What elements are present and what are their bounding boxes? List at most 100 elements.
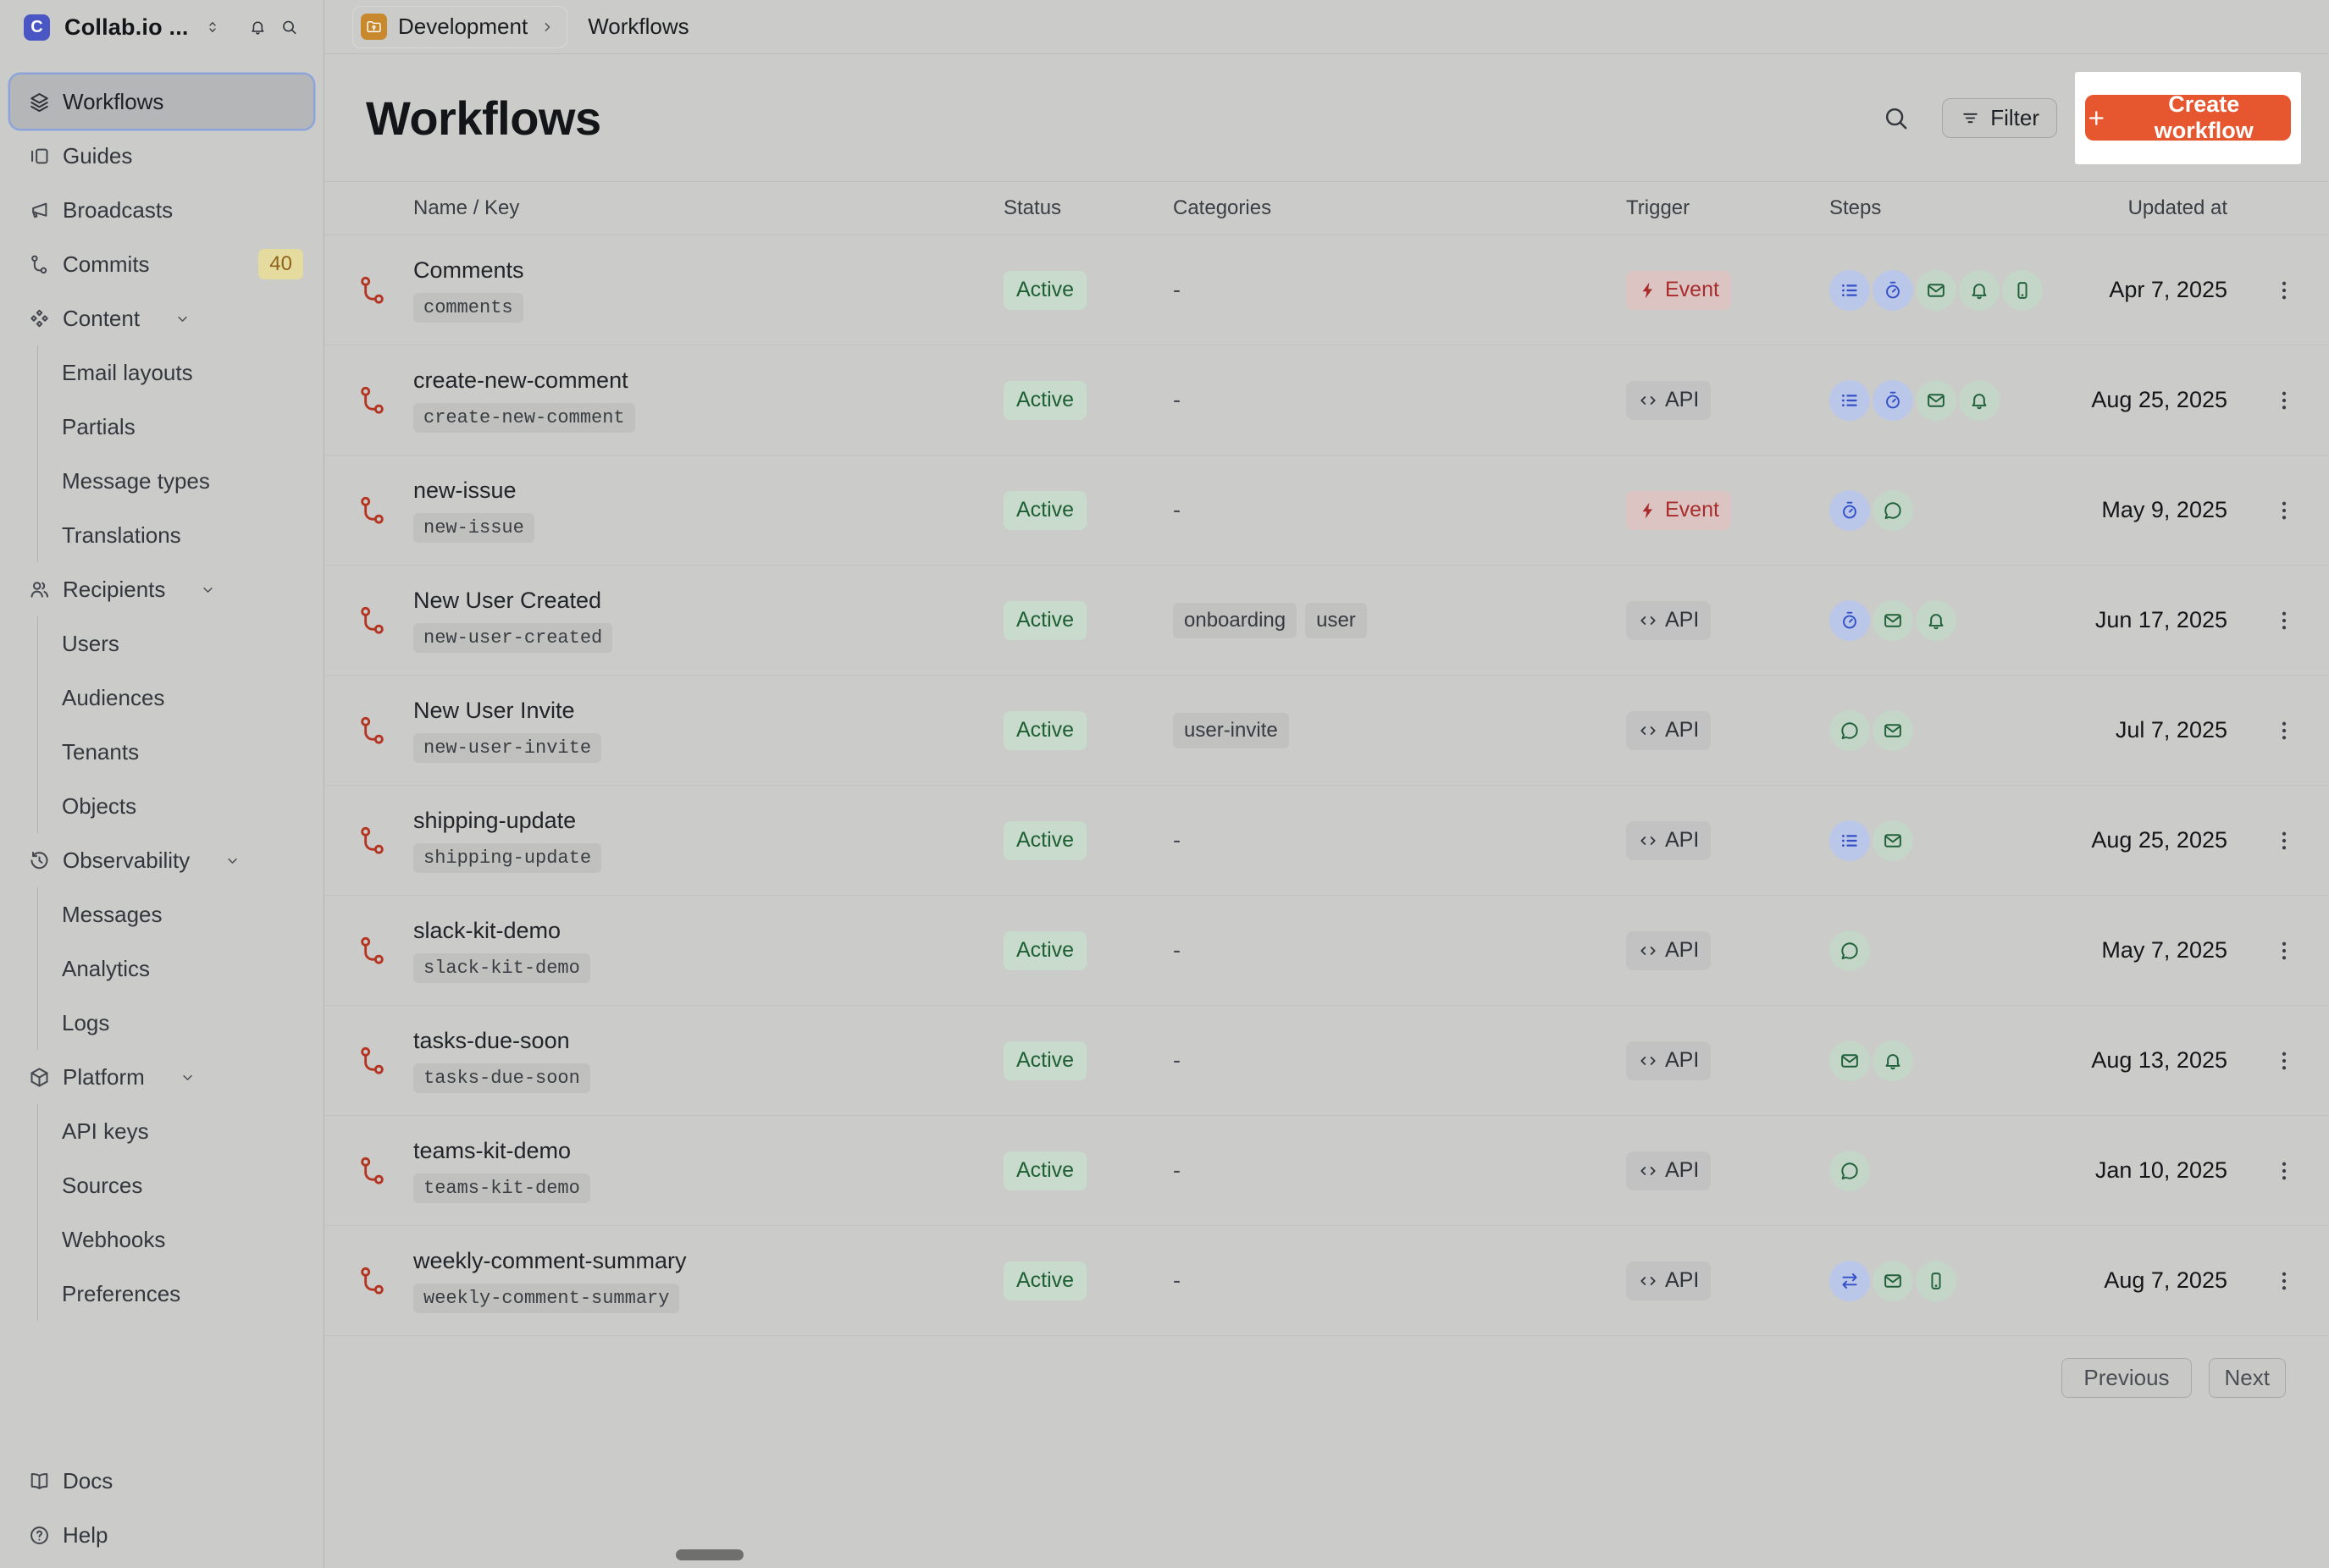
trigger-label: API (1665, 1048, 1700, 1072)
sidebar-item-translations[interactable]: Translations (38, 508, 324, 562)
sidebar-subitem-label: Preferences (62, 1280, 181, 1306)
sidebar-item-webhooks[interactable]: Webhooks (38, 1212, 324, 1267)
row-menu-kebab-icon[interactable] (2271, 938, 2297, 963)
updated-at: May 7, 2025 (2101, 937, 2227, 963)
sidebar-item-tenants[interactable]: Tenants (38, 725, 324, 779)
workflow-name[interactable]: New User Created (413, 588, 602, 613)
table-row[interactable]: Comments comments Active - Event Apr 7, 2025 (324, 235, 2329, 345)
name-key-cell: weekly-comment-summary weekly-comment-sum… (413, 1248, 1004, 1313)
sidebar: C Collab.io ... Workflows Guides Broadcast… (0, 0, 324, 1568)
workflow-icon-cell (356, 1044, 413, 1078)
in-app-icon (1968, 389, 1990, 411)
workflow-name[interactable]: shipping-update (413, 808, 577, 833)
workflow-name[interactable]: slack-kit-demo (413, 918, 562, 943)
horizontal-scrollbar-handle[interactable] (676, 1549, 744, 1560)
row-menu-kebab-icon[interactable] (2271, 608, 2297, 633)
sidebar-item-observability[interactable]: Observability (0, 833, 324, 887)
sidebar-item-sources[interactable]: Sources (38, 1158, 324, 1212)
workflow-icon (356, 604, 390, 638)
chevron-down-icon[interactable] (179, 1068, 196, 1086)
sidebar-item-recipients[interactable]: Recipients (0, 562, 324, 616)
sidebar-item-platform[interactable]: Platform (0, 1050, 324, 1104)
sidebar-item-objects[interactable]: Objects (38, 779, 324, 833)
table-row[interactable]: shipping-update shipping-update Active - API… (324, 786, 2329, 896)
updated-at: Aug 25, 2025 (2091, 827, 2227, 853)
workspace-logo: C (24, 14, 50, 41)
workflow-name[interactable]: create-new-comment (413, 367, 628, 393)
code-icon (1638, 610, 1658, 631)
row-menu-kebab-icon[interactable] (2271, 388, 2297, 413)
workflow-icon-cell (356, 934, 413, 968)
sidebar-item-workflows[interactable]: Workflows (10, 75, 313, 129)
row-menu-kebab-icon[interactable] (2271, 1048, 2297, 1074)
sidebar-item-help[interactable]: Help (0, 1508, 324, 1562)
status-cell: Active (1004, 490, 1173, 530)
sidebar-item-messages[interactable]: Messages (38, 887, 324, 941)
sidebar-item-email-layouts[interactable]: Email layouts (38, 345, 324, 400)
batch-icon (1839, 279, 1861, 301)
table-row[interactable]: tasks-due-soon tasks-due-soon Active - API Au… (324, 1006, 2329, 1116)
notifications-bell-icon[interactable] (249, 14, 267, 40)
chevron-down-icon[interactable] (174, 310, 191, 328)
workflow-icon (356, 273, 390, 307)
row-menu-kebab-icon[interactable] (2271, 1268, 2297, 1294)
trigger-badge: API (1626, 1261, 1712, 1300)
status-cell: Active (1004, 930, 1173, 970)
steps-cell (1829, 269, 2083, 311)
sidebar-item-api-keys[interactable]: API keys (38, 1104, 324, 1158)
sidebar-item-content[interactable]: Content (0, 291, 324, 345)
sidebar-item-broadcasts[interactable]: Broadcasts (0, 183, 324, 237)
table-row[interactable]: weekly-comment-summary weekly-comment-sum… (324, 1226, 2329, 1336)
delay-icon (1839, 610, 1861, 632)
sidebar-search-icon[interactable] (280, 14, 298, 40)
sidebar-item-logs[interactable]: Logs (38, 996, 324, 1050)
next-page-button[interactable]: Next (2208, 1358, 2286, 1398)
sidebar-item-label: Content (63, 305, 141, 331)
environment-switcher[interactable]: Development (352, 5, 568, 48)
workflow-name[interactable]: New User Invite (413, 698, 575, 723)
sidebar-item-label: Commits (63, 251, 150, 277)
row-menu-kebab-icon[interactable] (2271, 278, 2297, 303)
table-row[interactable]: new-issue new-issue Active - Event May 9, 202… (324, 455, 2329, 566)
sidebar-item-partials[interactable]: Partials (38, 400, 324, 454)
filter-button[interactable]: Filter (1942, 97, 2057, 138)
row-menu-kebab-icon[interactable] (2271, 828, 2297, 853)
row-menu-kebab-icon[interactable] (2271, 498, 2297, 523)
workspace-selector-icon[interactable] (205, 16, 220, 38)
sidebar-item-users[interactable]: Users (38, 616, 324, 671)
sidebar-item-guides[interactable]: Guides (0, 129, 324, 183)
workflow-name[interactable]: tasks-due-soon (413, 1028, 570, 1053)
table-row[interactable]: teams-kit-demo teams-kit-demo Active - API Ja… (324, 1116, 2329, 1226)
sidebar-item-audiences[interactable]: Audiences (38, 671, 324, 725)
workflow-name[interactable]: new-issue (413, 478, 517, 503)
sidebar-item-message-types[interactable]: Message types (38, 454, 324, 508)
row-menu-kebab-icon[interactable] (2271, 718, 2297, 743)
table-row[interactable]: New User Invite new-user-invite Active user… (324, 676, 2329, 786)
table-search-icon[interactable] (1882, 104, 1910, 132)
chevron-down-icon[interactable] (199, 581, 217, 599)
workflow-key-badge: weekly-comment-summary (413, 1284, 680, 1313)
create-workflow-button[interactable]: Create workflow (2085, 91, 2291, 143)
status-badge: Active (1004, 1151, 1087, 1190)
workflow-name[interactable]: Comments (413, 257, 524, 283)
sidebar-item-commits[interactable]: Commits 40 (0, 237, 324, 291)
table-row[interactable]: create-new-comment create-new-comment Acti… (324, 345, 2329, 455)
workflow-name[interactable]: weekly-comment-summary (413, 1248, 687, 1273)
workspace-switcher: C Collab.io ... (0, 0, 324, 54)
chevron-down-icon[interactable] (224, 852, 241, 870)
previous-page-button[interactable]: Previous (2061, 1358, 2192, 1398)
sidebar-item-preferences[interactable]: Preferences (38, 1267, 324, 1321)
sidebar-item-analytics[interactable]: Analytics (38, 941, 324, 996)
status-cell: Active (1004, 1041, 1173, 1080)
steps-cell (1829, 1040, 2083, 1081)
workflow-key-badge: new-user-invite (413, 733, 602, 763)
workflow-name[interactable]: teams-kit-demo (413, 1138, 572, 1163)
table-header-row: Name / Key Status Categories Trigger Steps Up… (324, 181, 2329, 235)
sidebar-item-docs[interactable]: Docs (0, 1454, 324, 1508)
table-row[interactable]: slack-kit-demo slack-kit-demo Active - API Ma… (324, 896, 2329, 1006)
categories-cell: - (1173, 387, 1626, 413)
step-chat (1829, 709, 1870, 751)
table-row[interactable]: New User Created new-user-created Active on… (324, 566, 2329, 676)
row-menu-kebab-icon[interactable] (2271, 1158, 2297, 1184)
categories-empty-dash: - (1173, 387, 1181, 412)
